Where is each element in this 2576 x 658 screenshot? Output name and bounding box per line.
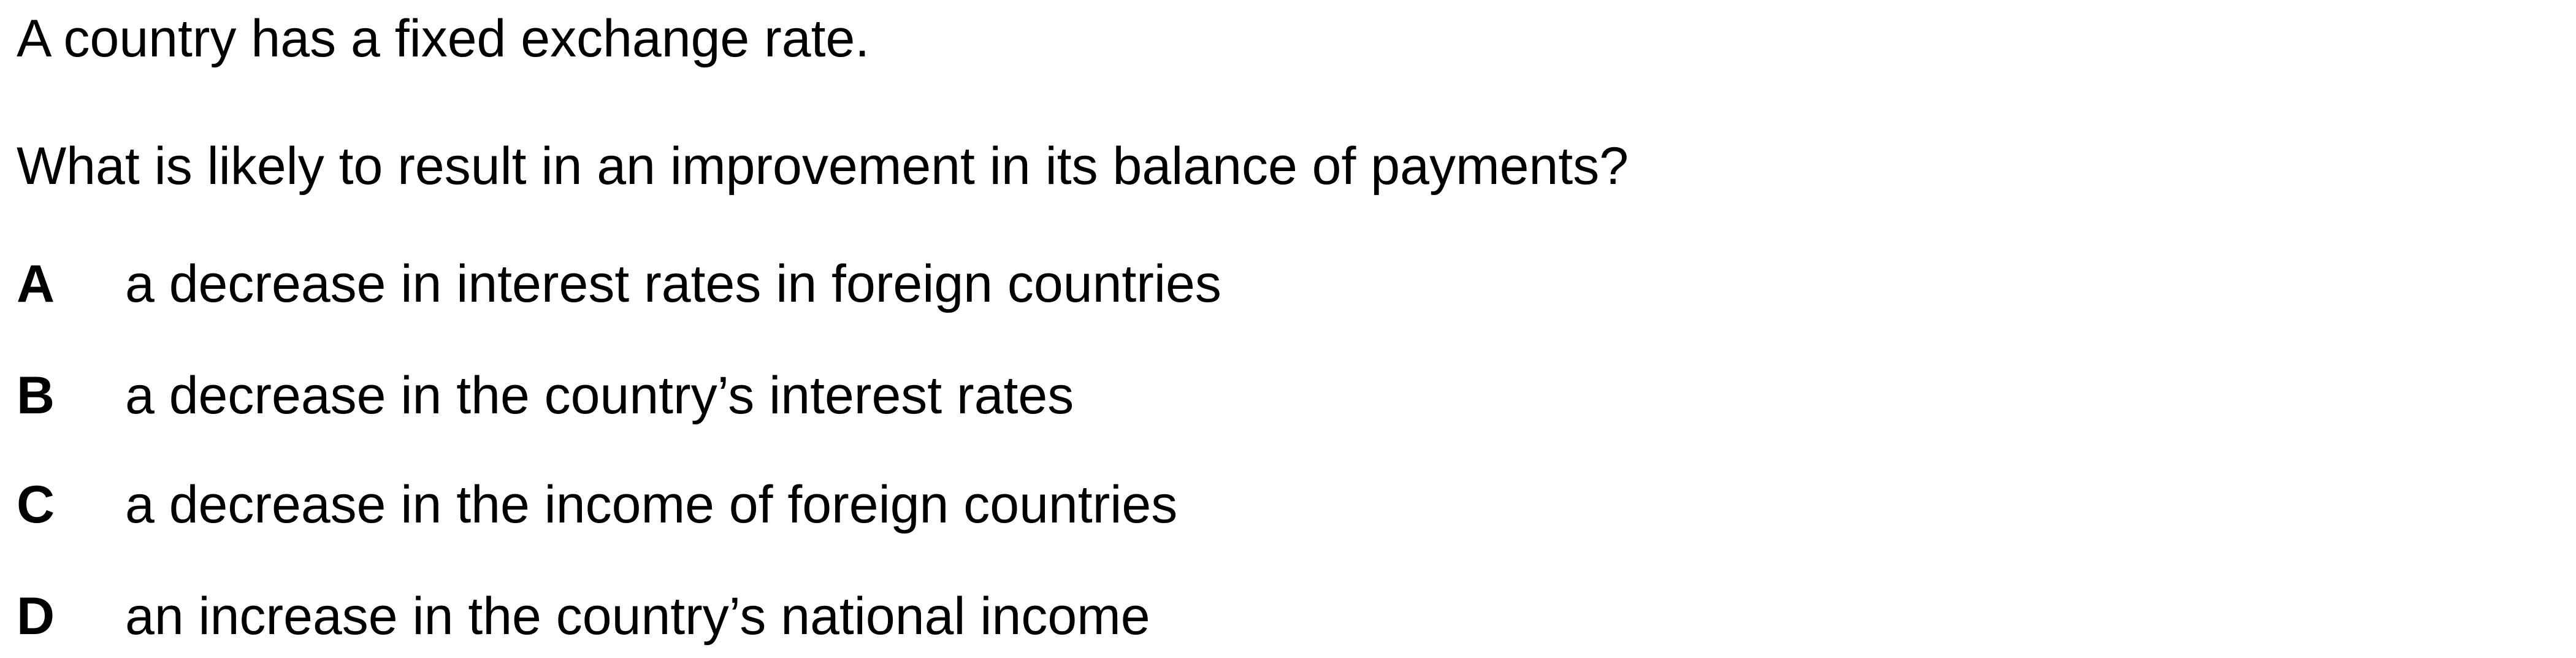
option-text: a decrease in interest rates in foreign … [125,254,1221,313]
option-b[interactable]: B a decrease in the country’s interest r… [17,369,2531,428]
option-text: a decrease in the income of foreign coun… [125,475,1178,534]
option-a[interactable]: A a decrease in interest rates in foreig… [17,258,2531,316]
option-d[interactable]: D an increase in the country’s national … [17,590,2531,649]
option-letter: A [17,254,55,313]
question-prompt: What is likely to result in an improveme… [17,137,1629,196]
option-c[interactable]: C a decrease in the income of foreign co… [17,478,2531,537]
question-context: A country has a fixed exchange rate. [17,9,870,68]
option-letter: C [17,475,55,534]
option-letter: D [17,587,55,646]
option-text: a decrease in the country’s interest rat… [125,366,1074,425]
option-letter: B [17,366,55,425]
option-text: an increase in the country’s national in… [125,587,1150,646]
